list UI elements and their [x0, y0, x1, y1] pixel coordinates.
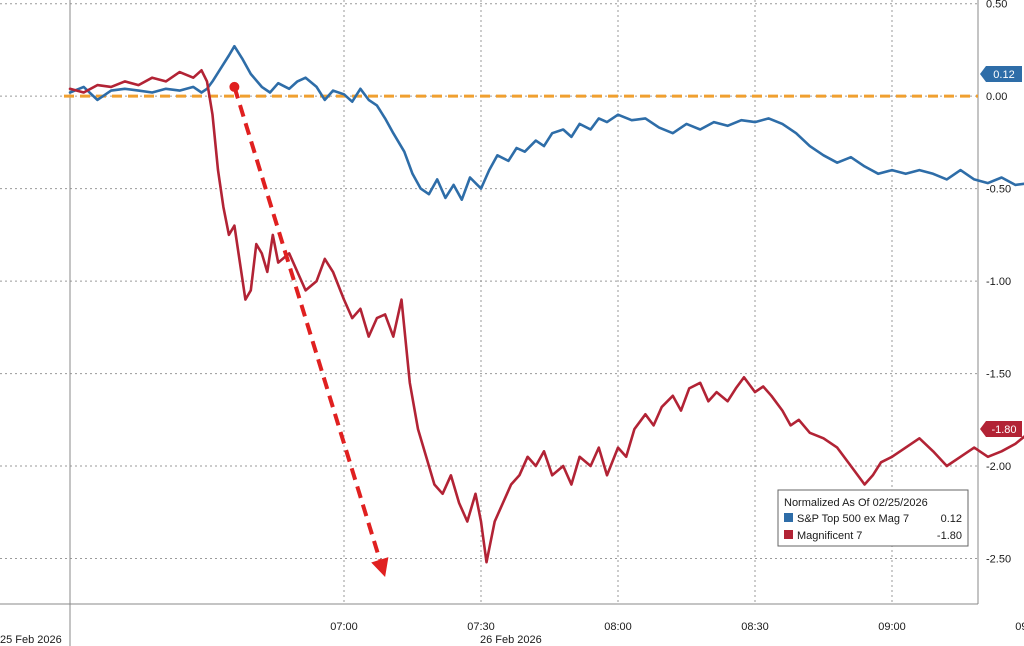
y-tick-label: -0.50: [986, 184, 1011, 196]
last-value-badges: 0.12 -1.80: [980, 65, 1022, 438]
legend-box: [777, 489, 969, 547]
x-tick-label: 09:00: [878, 621, 906, 633]
x-tick-label: 07:00: [330, 621, 358, 633]
date-label-center: 26 Feb 2026: [480, 634, 542, 646]
x-tick-label: 08:30: [741, 621, 769, 633]
last-value-badge-mag7: -1.80: [980, 421, 1022, 438]
x-axis-tick-labels: 07:0007:3008:0008:3009:0009:3010:0010:30…: [330, 621, 1024, 633]
badge-text: -1.80: [991, 424, 1016, 436]
badge-shape: [980, 421, 1022, 438]
y-tick-label: -1.50: [986, 369, 1011, 381]
badge-text: 0.12: [993, 69, 1014, 81]
y-tick-label: -2.00: [986, 461, 1011, 473]
x-tick-label: 07:30: [467, 621, 495, 633]
y-tick-label: -2.50: [986, 554, 1011, 566]
arrow-head: [371, 557, 389, 578]
legend-swatch-mag7: [784, 530, 793, 539]
legend-label-sp500: S&P Top 500 ex Mag 7: [797, 513, 909, 525]
legend-value-mag7: -1.80: [937, 530, 962, 542]
badge-shape: [980, 65, 1022, 82]
legend-swatch-sp500: [784, 513, 793, 522]
legend: Normalized As Of 02/25/2026 S&P Top 500 …: [777, 489, 969, 547]
date-label-left: 25 Feb 2026: [0, 634, 62, 646]
y-tick-label: -1.00: [986, 276, 1011, 288]
series-layer: [68, 44, 1024, 564]
series-line-mag7: [68, 69, 1024, 564]
y-tick-label: 0.00: [986, 91, 1007, 103]
last-value-badge-sp500: 0.12: [980, 65, 1022, 82]
y-gridlines: [0, 3, 978, 560]
legend-title: Normalized As Of 02/25/2026: [784, 497, 928, 509]
x-tick-label: 08:00: [604, 621, 632, 633]
x-tick-label: 09:30: [1015, 621, 1024, 633]
y-tick-label: 0.50: [986, 0, 1007, 11]
annotation-arrow: [229, 81, 389, 578]
y-axis-tick-labels: 0.50 0.00 -0.50 -1.00 -1.50 -2.00 -2.50: [986, 0, 1011, 566]
legend-label-mag7: Magnificent 7: [797, 530, 862, 542]
legend-value-sp500: 0.12: [941, 513, 962, 525]
series-line-sp500: [68, 44, 1024, 201]
arrow-shaft: [232, 86, 382, 561]
